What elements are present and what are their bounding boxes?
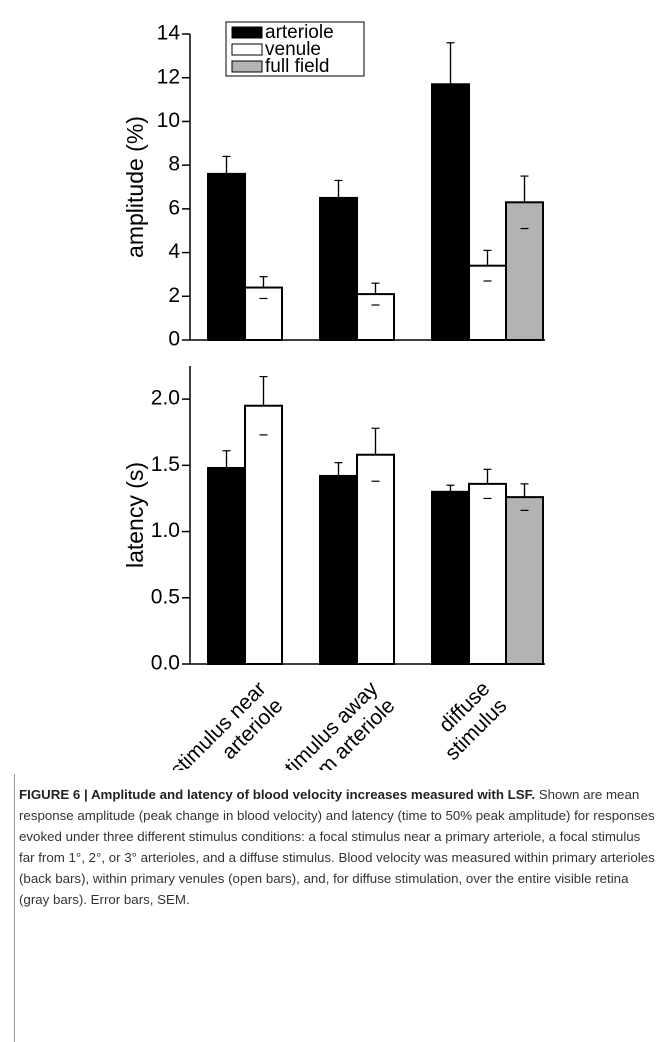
bar: [244, 404, 283, 665]
y-tick-label: 8: [168, 153, 180, 176]
bar: [356, 453, 395, 665]
y-tick-label: 2.0: [151, 387, 180, 410]
figure: 0 2 4 6 8 10 12 14 amplitude (%) arteriolevenulef…: [122, 21, 545, 798]
caption-text: Shown are mean response amplitude (peak …: [19, 787, 655, 907]
y-tick-label: 0.0: [151, 652, 180, 675]
bar: [505, 496, 544, 665]
y-axis-label: latency (s): [122, 462, 148, 568]
legend-label: arteriole: [265, 22, 334, 43]
legend-swatch: [231, 60, 263, 73]
bar: [431, 83, 470, 342]
bar: [244, 286, 283, 341]
bar: [319, 474, 358, 665]
y-tick-label: 12: [157, 65, 180, 88]
bar: [431, 490, 470, 666]
legend-swatch: [231, 43, 263, 56]
y-tick-label: 6: [168, 196, 180, 219]
y-tick-label: 1.0: [151, 519, 180, 542]
bar: [505, 201, 544, 341]
y-tick-label: 4: [168, 240, 180, 263]
legend-label: venule: [265, 39, 321, 60]
legend-swatch: [231, 26, 263, 39]
bar: [207, 172, 246, 341]
y-axis-label: amplitude (%): [122, 116, 148, 258]
y-tick-label: 1.5: [151, 453, 180, 476]
y-tick-label: 14: [157, 22, 181, 45]
y-tick-label: 2: [168, 284, 180, 307]
caption: FIGURE 6 | Amplitude and latency of bloo…: [14, 774, 659, 1042]
bar: [468, 264, 507, 341]
bar: [356, 293, 395, 342]
bar: [319, 196, 358, 341]
y-tick-label: 0: [168, 328, 180, 351]
y-tick-label: 0.5: [151, 585, 180, 608]
y-tick-label: 10: [157, 109, 180, 132]
legend-label: full field: [265, 56, 329, 77]
bar: [468, 482, 507, 665]
bar: [207, 466, 246, 665]
caption-label: FIGURE 6 | Amplitude and latency of bloo…: [19, 787, 536, 802]
